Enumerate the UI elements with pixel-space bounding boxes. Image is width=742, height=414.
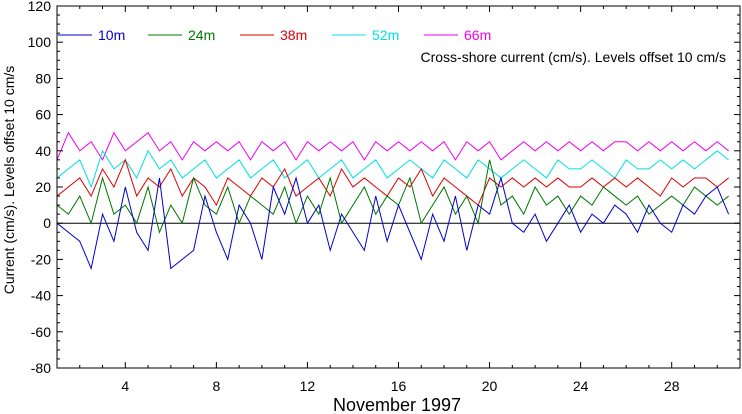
- y-tick-label: 0: [43, 215, 51, 231]
- y-tick-label: -20: [31, 251, 51, 267]
- legend-item-24m: 24m: [148, 27, 215, 43]
- y-axis-label: Current (cm/s). Levels offset 10 cm/s: [1, 66, 17, 294]
- y-tick-label: -80: [31, 360, 51, 376]
- chart-annotation: Cross-shore current (cm/s). Levels offse…: [421, 49, 727, 65]
- y-tick-label: 100: [28, 34, 52, 50]
- legend-label: 66m: [464, 27, 491, 43]
- legend-label: 38m: [280, 27, 307, 43]
- series-layer: [56, 131, 730, 271]
- legend-label: 24m: [188, 27, 215, 43]
- x-tick-label: 16: [391, 378, 407, 394]
- axes-layer: -80 -60 -40 -20 0 20 40 60 80 100 120 4 8 12 16 20 24 28: [28, 0, 741, 394]
- legend-item-52m: 52m: [332, 27, 399, 43]
- y-tick-label: 120: [28, 0, 52, 14]
- series-line-38m: [56, 158, 729, 207]
- x-tick-label: 12: [300, 378, 316, 394]
- legend-label: 52m: [372, 27, 399, 43]
- legend-item-10m: 10m: [58, 27, 125, 43]
- y-tick-label: 40: [35, 143, 51, 159]
- legend-item-38m: 38m: [240, 27, 307, 43]
- series-line-66m: [56, 131, 729, 161]
- y-tick-label: -60: [31, 324, 51, 340]
- x-tick-label: 24: [573, 378, 589, 394]
- legend: 10m 24m 38m 52m 66m: [58, 27, 491, 43]
- x-tick-label: 20: [482, 378, 498, 394]
- x-tick-label: 4: [121, 378, 129, 394]
- legend-item-66m: 66m: [424, 27, 491, 43]
- series-line-10m: [56, 176, 730, 271]
- series-line-52m: [56, 149, 729, 189]
- y-tick-label: 80: [35, 70, 51, 86]
- y-tick-label: 60: [35, 107, 51, 123]
- y-tick-label: 20: [35, 179, 51, 195]
- x-tick-label: 28: [664, 378, 680, 394]
- x-axis-label: November 1997: [333, 395, 461, 414]
- series-line-24m: [56, 159, 729, 234]
- x-tick-label: 8: [212, 378, 220, 394]
- y-tick-label: -40: [31, 288, 51, 304]
- legend-label: 10m: [98, 27, 125, 43]
